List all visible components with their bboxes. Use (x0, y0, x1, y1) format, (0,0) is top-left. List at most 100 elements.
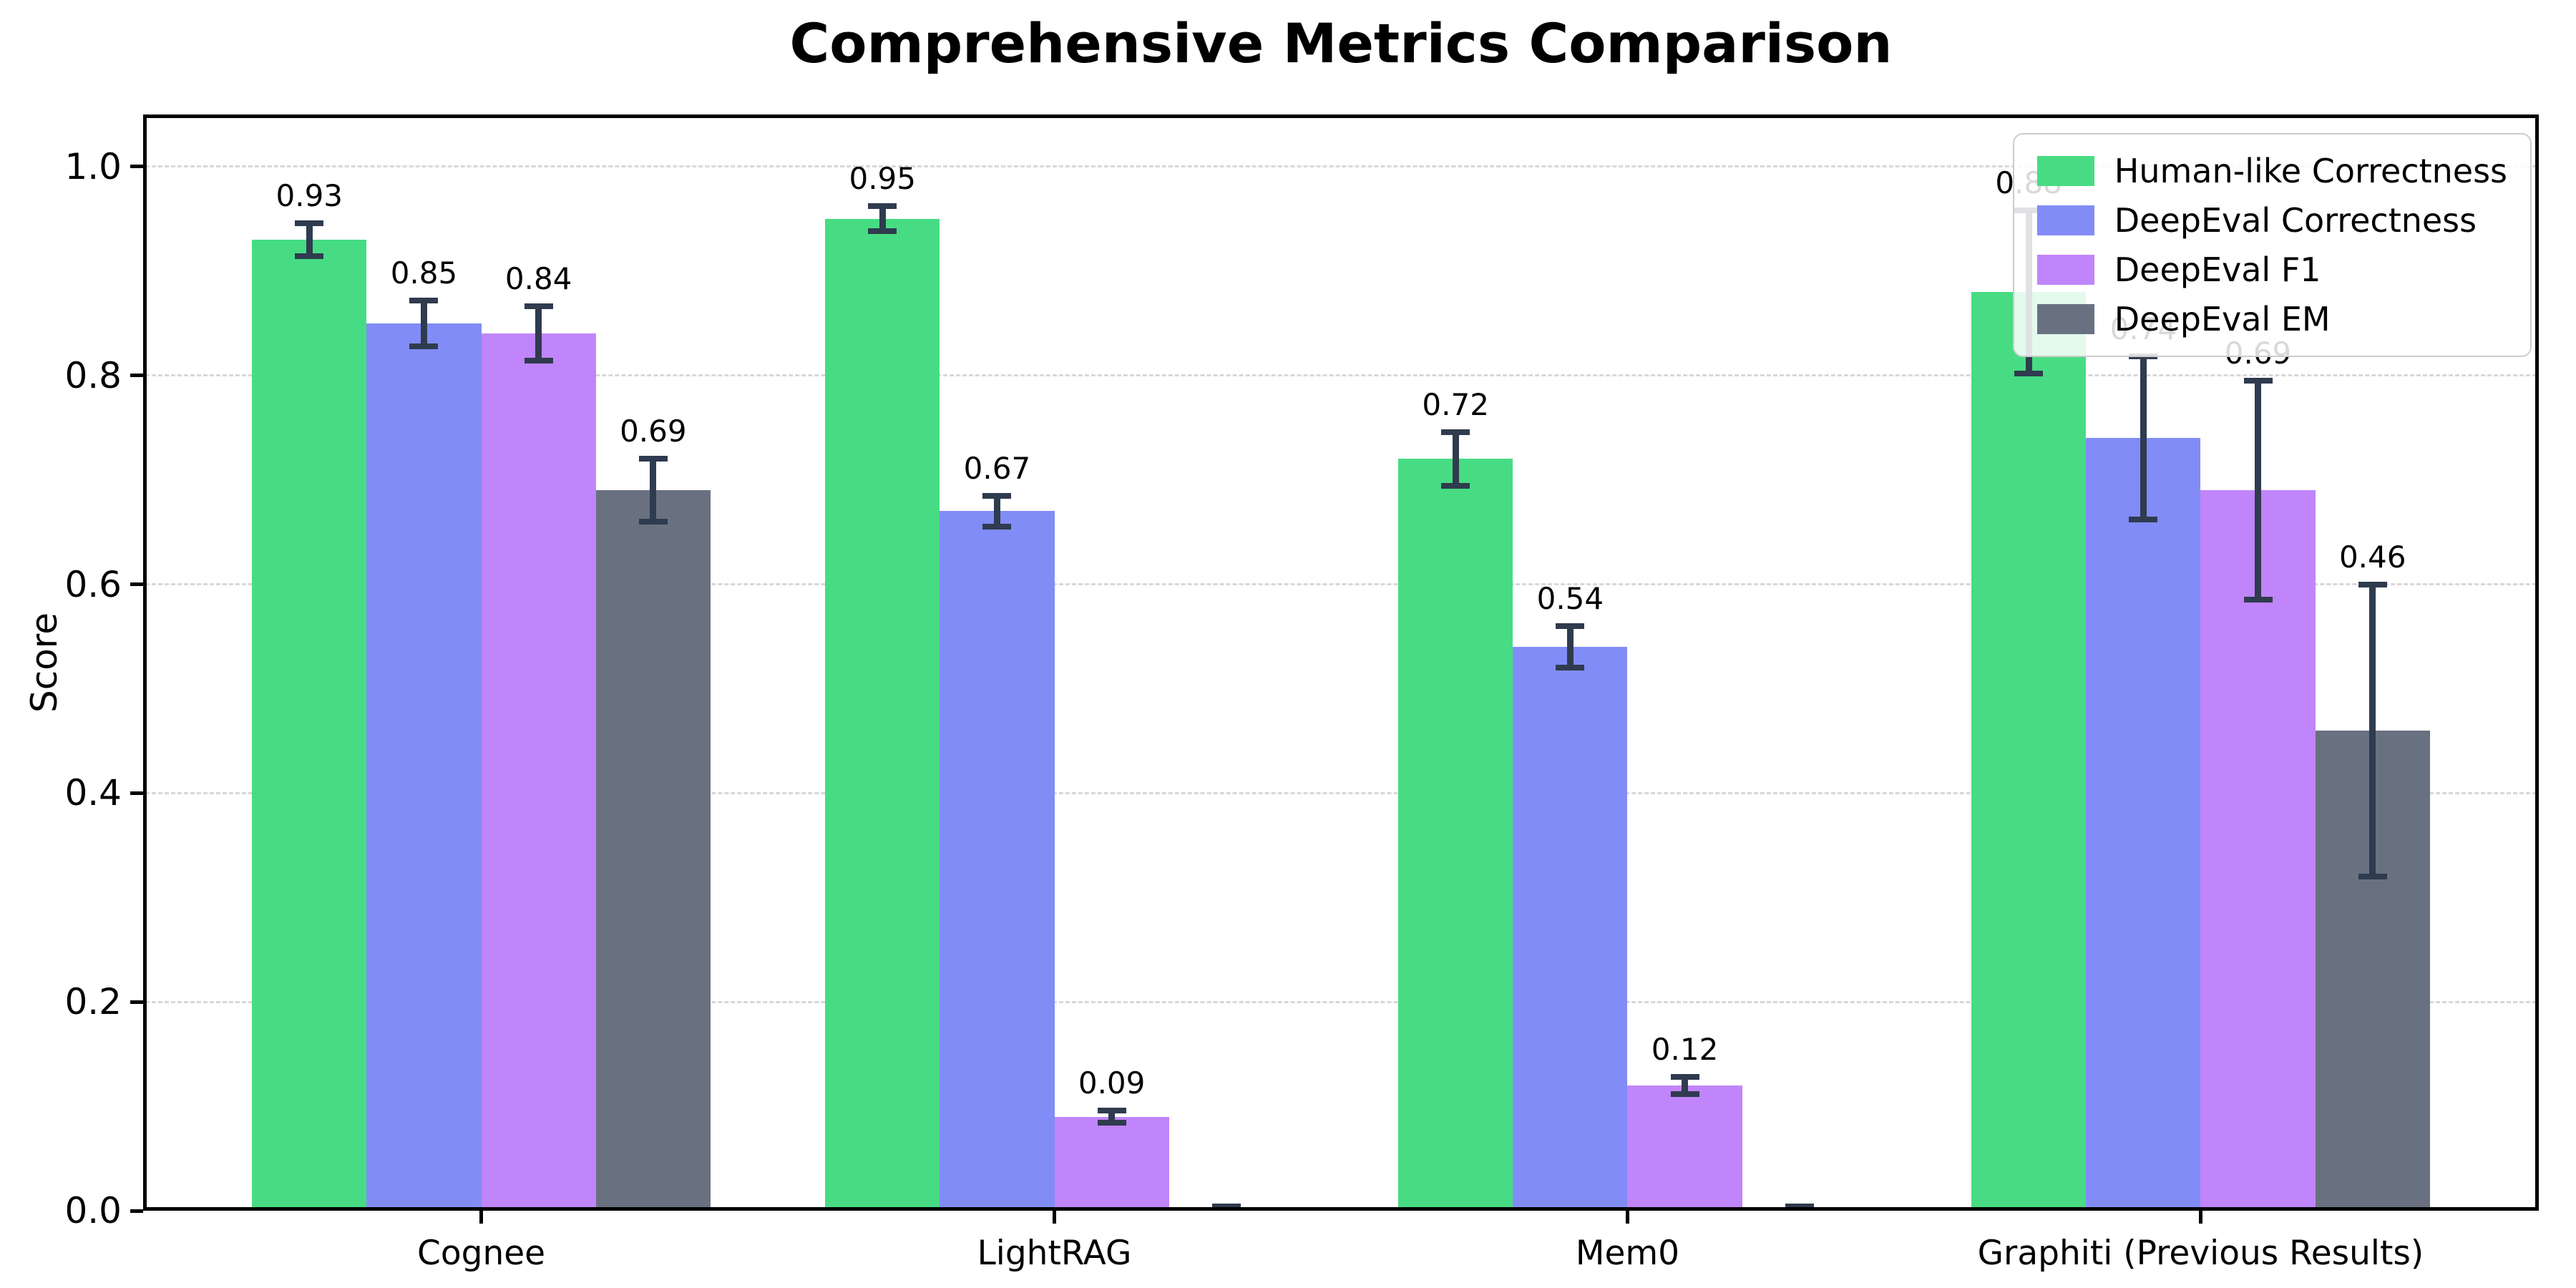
error-bar-cap (1441, 429, 1470, 435)
error-bar-cap (868, 203, 897, 210)
error-bar (1452, 431, 1459, 487)
y-tick-label: 0.6 (64, 563, 122, 605)
legend-item: DeepEval EM (2036, 300, 2507, 338)
error-bar-cap (2129, 517, 2158, 523)
error-bar (879, 206, 886, 232)
gridline (145, 1000, 2537, 1003)
x-tick-label: LightRAG (977, 1234, 1132, 1273)
error-bar-cap (409, 297, 439, 303)
error-bar-cap (1211, 1204, 1241, 1210)
error-bar-cap (2358, 874, 2387, 880)
bar (940, 511, 1055, 1211)
legend-swatch-deepeval-f1 (2036, 255, 2094, 285)
bar (252, 240, 367, 1211)
bar (825, 218, 940, 1211)
y-tick-label: 0.0 (64, 1190, 122, 1231)
error-bar-cap (295, 220, 324, 226)
legend-swatch-human-like-correctness (2036, 156, 2094, 186)
x-tick-label: Cognee (417, 1234, 546, 1273)
y-tick-label: 1.0 (64, 145, 122, 187)
error-bar-cap (2243, 597, 2273, 603)
x-tick-label: Mem0 (1575, 1234, 1680, 1273)
bar (1513, 647, 1628, 1211)
bar (1627, 1085, 1742, 1211)
bar-value-label: 0.67 (963, 450, 1031, 486)
error-bar (1566, 625, 1574, 668)
legend-label: DeepEval F1 (2114, 250, 2321, 289)
legend-swatch-deepeval-em (2036, 304, 2094, 334)
bar (1398, 459, 1513, 1211)
bar-value-label: 0.46 (2338, 539, 2406, 575)
error-bar-cap (1097, 1120, 1126, 1126)
error-bar-cap (982, 492, 1012, 499)
error-bar (2369, 584, 2376, 877)
error-bar-cap (1785, 1204, 1814, 1210)
chart-title: Comprehensive Metrics Comparison (789, 11, 1893, 75)
error-bar (306, 223, 313, 257)
y-tick-label: 0.8 (64, 354, 122, 396)
bar-value-label: 0.72 (1422, 386, 1489, 422)
bar-value-label: 0.09 (1078, 1065, 1146, 1101)
error-bar-cap (1670, 1074, 1699, 1080)
bar (481, 333, 596, 1211)
bar (1054, 1116, 1169, 1211)
error-bar-cap (409, 343, 439, 349)
bar-value-label: 0.93 (275, 177, 343, 213)
y-tick-label: 0.2 (64, 981, 122, 1023)
error-bar-cap (524, 358, 553, 364)
legend-label: DeepEval Correctness (2114, 201, 2477, 240)
x-tick-mark (1053, 1211, 1057, 1224)
bar-value-label: 0.84 (504, 261, 572, 297)
y-tick-label: 0.4 (64, 772, 122, 814)
y-tick-mark (130, 165, 143, 169)
error-bar-cap (868, 228, 897, 235)
error-bar-cap (1097, 1107, 1126, 1113)
y-tick-mark (130, 374, 143, 378)
legend-item: Human-like Correctness (2036, 152, 2507, 190)
bar (2086, 438, 2201, 1211)
gridline (145, 583, 2537, 586)
error-bar (535, 306, 542, 361)
error-bar (993, 495, 1000, 527)
y-tick-mark (130, 1000, 143, 1004)
error-bar-cap (524, 303, 553, 310)
error-bar (420, 300, 427, 346)
bar-value-label: 0.85 (390, 255, 458, 291)
error-bar (1682, 1077, 1689, 1094)
error-bar-cap (638, 456, 668, 462)
error-bar-cap (2014, 370, 2044, 376)
gridline (145, 791, 2537, 794)
error-bar (1108, 1110, 1116, 1123)
bar (595, 490, 711, 1211)
x-tick-mark (479, 1211, 484, 1224)
bar (1971, 292, 2087, 1211)
bar-value-label: 0.95 (849, 161, 916, 197)
x-tick-mark (1625, 1211, 1629, 1224)
error-bar (650, 459, 657, 522)
bar (2200, 490, 2316, 1211)
error-bar-cap (1441, 483, 1470, 489)
bar-value-label: 0.12 (1651, 1032, 1719, 1068)
error-bar-cap (2243, 378, 2273, 384)
error-bar-cap (638, 519, 668, 525)
x-tick-mark (2198, 1211, 2202, 1224)
error-bar-cap (295, 253, 324, 260)
error-bar-cap (1556, 665, 1585, 671)
x-tick-label: Graphiti (Previous Results) (1977, 1234, 2424, 1273)
error-bar (2140, 356, 2147, 520)
error-bar (2255, 381, 2262, 600)
bar (366, 323, 482, 1211)
legend-label: Human-like Correctness (2114, 152, 2507, 190)
y-tick-mark (130, 1209, 143, 1213)
error-bar-cap (1556, 623, 1585, 629)
legend-item: DeepEval Correctness (2036, 201, 2507, 240)
bar-value-label: 0.54 (1536, 580, 1604, 616)
error-bar-cap (982, 524, 1012, 530)
gridline (145, 374, 2537, 377)
error-bar-cap (2358, 581, 2387, 587)
legend-swatch-deepeval-correctness (2036, 205, 2094, 235)
gridline (145, 165, 2537, 168)
legend-item: DeepEval F1 (2036, 250, 2507, 289)
